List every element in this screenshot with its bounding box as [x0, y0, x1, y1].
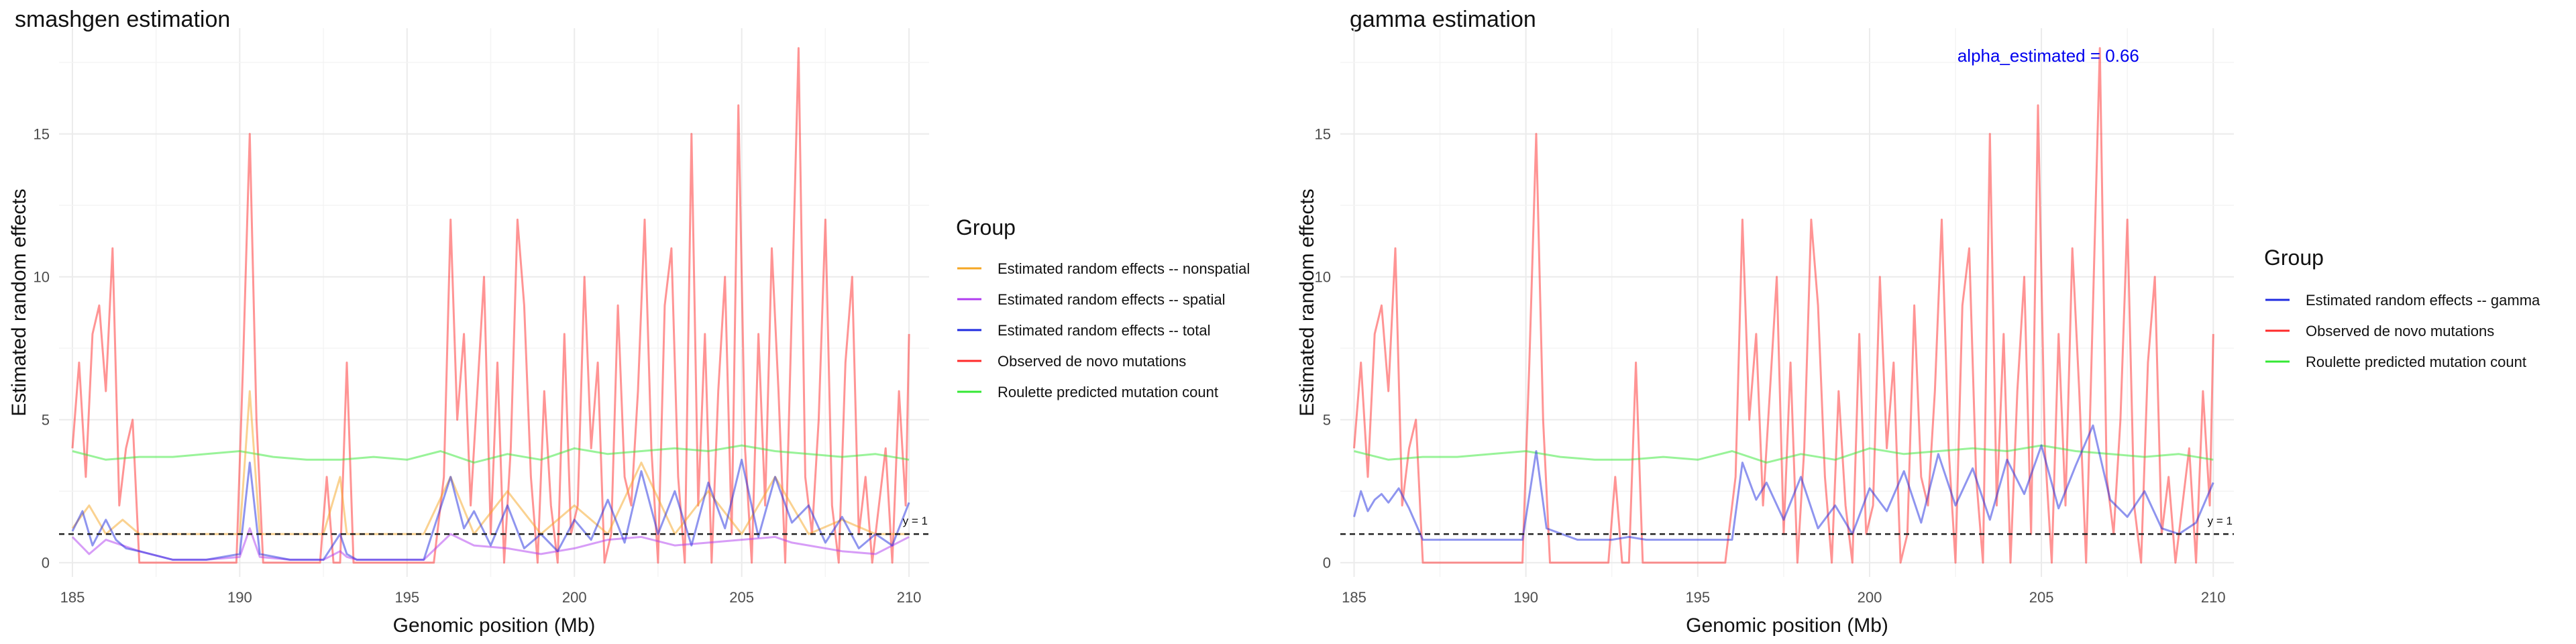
- chart-title: smashgen estimation: [15, 7, 230, 32]
- gamma-panel: gamma estimation 185 190 195 200 205 210 0 5 10 15…: [1296, 7, 2540, 637]
- legend-label-estimated-random-effects-nonspatial: Estimated random effects -- nonspatial: [998, 260, 1250, 277]
- x-tick-label: 185: [1342, 589, 1366, 606]
- x-tick-label: 210: [2201, 589, 2226, 606]
- y-tick-label: 15: [1315, 126, 1331, 143]
- legend-label-roulette-predicted-mutation-count: Roulette predicted mutation count: [2306, 354, 2526, 370]
- legend: Group Estimated random effects -- nonspat…: [956, 215, 1250, 400]
- x-axis-title: Genomic position (Mb): [1686, 614, 1888, 637]
- legend-title: Group: [956, 215, 1016, 239]
- series-line-estimated-random-effects-total: [71, 458, 910, 561]
- y-tick-label: 10: [34, 269, 50, 286]
- reference-line-label: y = 1: [903, 515, 928, 527]
- x-tick-label: 205: [2029, 589, 2054, 606]
- series-line-observed-de-novo-mutations: [71, 47, 910, 564]
- y-tick-label: 5: [1323, 412, 1331, 429]
- y-axis-title: Estimated random effects: [8, 189, 30, 417]
- alpha-annotation: alpha_estimated = 0.66: [1957, 46, 2139, 66]
- x-tick-label: 205: [729, 589, 754, 606]
- x-axis-title: Genomic position (Mb): [393, 614, 596, 637]
- y-tick-label: 5: [42, 412, 50, 429]
- reference-line-label: y = 1: [2208, 515, 2233, 527]
- y-tick-label: 0: [42, 555, 50, 572]
- x-tick-label: 190: [227, 589, 252, 606]
- legend-title: Group: [2264, 246, 2324, 270]
- y-axis-title: Estimated random effects: [1296, 189, 1318, 417]
- smashgen-panel: smashgen estimation 185 190 195 200 205 210 0 5 1…: [8, 7, 1250, 637]
- y-tick-label: 15: [34, 126, 50, 143]
- y-tick-label: 0: [1323, 555, 1331, 572]
- x-tick-label: 200: [562, 589, 587, 606]
- legend-label-estimated-random-effects-gamma: Estimated random effects -- gamma: [2306, 292, 2540, 309]
- y-tick-label: 10: [1315, 269, 1331, 286]
- series-line-roulette-predicted-mutation-count: [1354, 444, 2214, 464]
- x-tick-label: 210: [897, 589, 922, 606]
- x-tick-label: 185: [60, 589, 85, 606]
- legend-label-roulette-predicted-mutation-count: Roulette predicted mutation count: [998, 384, 1218, 400]
- legend-label-estimated-random-effects-spatial: Estimated random effects -- spatial: [998, 291, 1226, 308]
- x-tick-label: 200: [1858, 589, 1882, 606]
- x-tick-label: 195: [1685, 589, 1710, 606]
- series-line-estimated-random-effects-gamma: [1353, 424, 2214, 541]
- x-tick-label: 190: [1513, 589, 1538, 606]
- legend: Group Estimated random effects -- gamma Ob…: [2264, 246, 2540, 370]
- series-line-roulette-predicted-mutation-count: [72, 444, 910, 464]
- x-tick-label: 195: [394, 589, 419, 606]
- legend-label-observed-de-novo-mutations: Observed de novo mutations: [998, 353, 1186, 370]
- chart-title: gamma estimation: [1350, 7, 1536, 32]
- legend-label-observed-de-novo-mutations: Observed de novo mutations: [2306, 323, 2494, 339]
- legend-label-estimated-random-effects-total: Estimated random effects -- total: [998, 322, 1211, 339]
